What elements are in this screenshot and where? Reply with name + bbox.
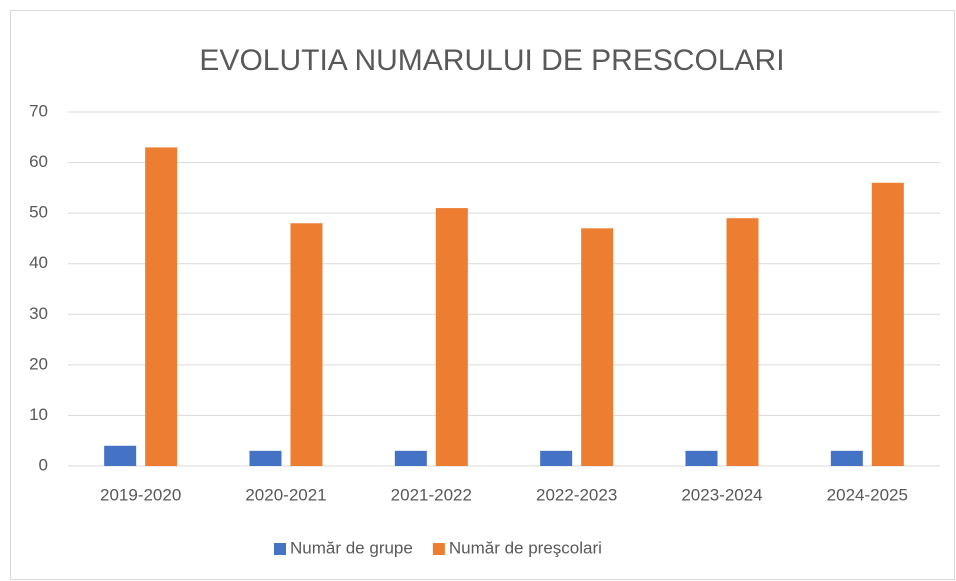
x-tick-label: 2024-2025 [827,485,908,504]
bar [104,445,137,466]
y-tick-label: 70 [29,101,48,120]
chart-title: EVOLUTIA NUMARULUI DE PRESCOLARI [199,44,784,77]
y-tick-label: 30 [29,304,48,323]
y-tick-label: 40 [29,253,48,272]
x-tick-label: 2021-2022 [391,485,472,504]
y-tick-label: 60 [29,152,48,171]
bar [394,450,427,466]
legend-swatch [432,543,445,555]
bar [435,208,468,467]
bar [540,450,573,466]
x-tick-label: 2020-2021 [245,485,326,504]
y-tick-label: 50 [29,203,48,222]
legend-label: Număr de grupe [290,538,413,557]
bar [726,218,759,466]
legend-swatch [274,543,286,555]
y-tick-label: 10 [29,405,48,424]
bar [249,450,282,466]
bar [685,450,718,466]
bar [145,147,178,466]
bar [871,182,904,467]
legend-label: Număr de preşcolari [449,538,602,557]
y-tick-label: 0 [39,455,48,474]
x-tick-label: 2023-2024 [681,485,762,504]
y-tick-label: 20 [29,354,48,373]
bar [830,450,863,466]
x-tick-label: 2019-2020 [100,485,181,504]
bar [290,223,323,466]
bar [581,228,614,466]
x-tick-label: 2022-2023 [536,485,617,504]
